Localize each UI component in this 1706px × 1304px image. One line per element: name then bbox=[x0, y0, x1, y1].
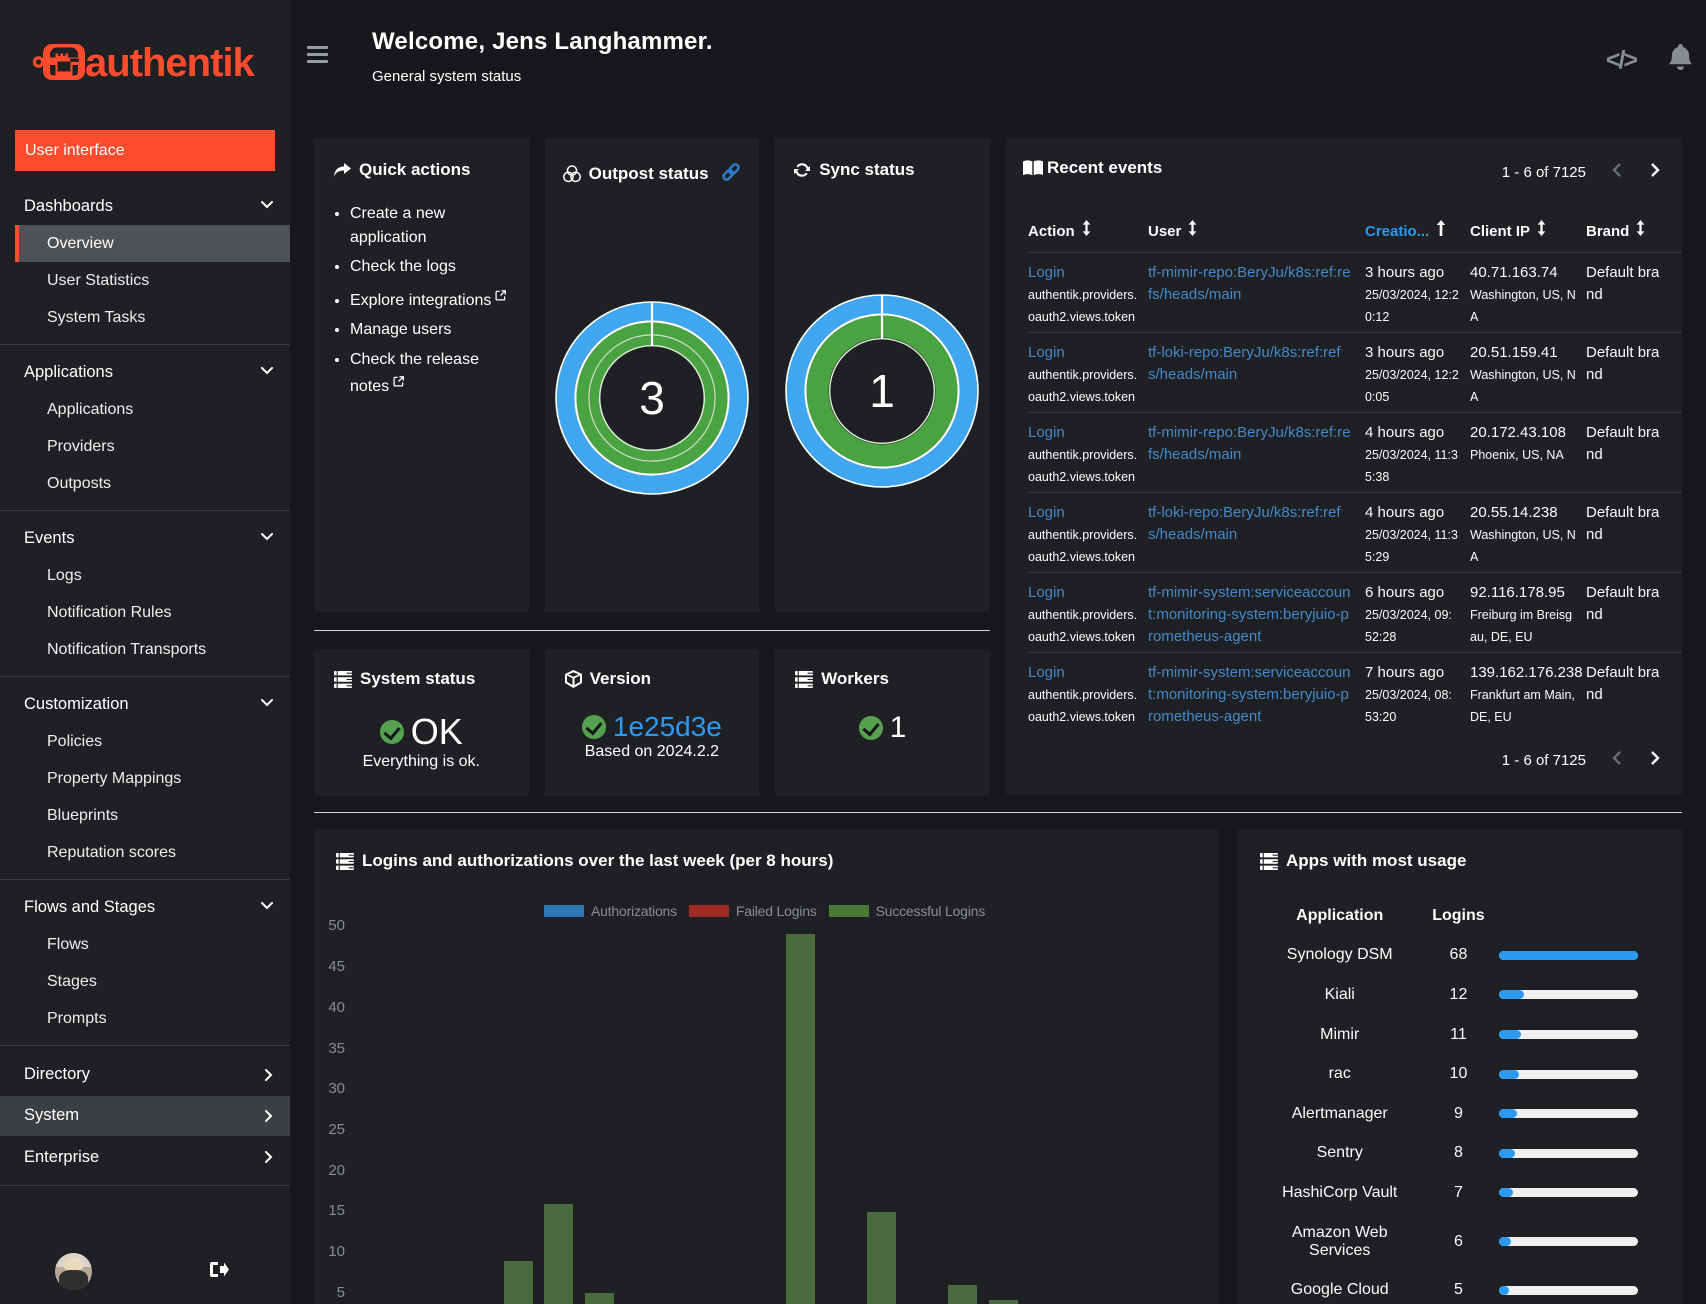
svg-text:authentik: authentik bbox=[85, 41, 256, 84]
svg-text:3: 3 bbox=[639, 372, 665, 424]
svg-text:1: 1 bbox=[869, 365, 895, 417]
